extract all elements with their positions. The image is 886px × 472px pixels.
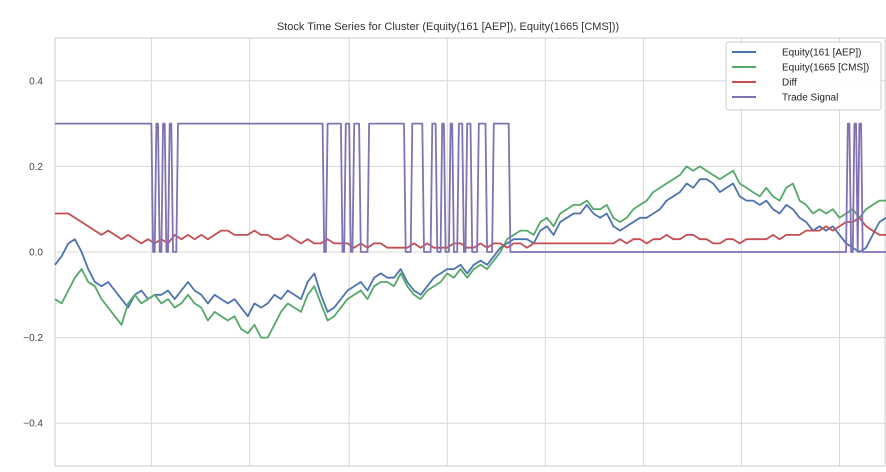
legend-label: Equity(1665 [CMS]) <box>782 63 869 74</box>
y-tick-label: 0.0 <box>29 248 43 259</box>
legend-label: Diff <box>782 78 797 89</box>
chart-title: Stock Time Series for Cluster (Equity(16… <box>277 21 619 33</box>
series-line-2 <box>54 165 886 339</box>
y-axis-tick-labels: 0.4 0.2 0.0 −0.2 −0.4 <box>23 76 43 429</box>
y-tick-label: −0.2 <box>23 333 43 344</box>
legend-label: Trade Signal <box>782 93 838 104</box>
y-tick-label: −0.4 <box>23 419 43 430</box>
series-line-1 <box>54 178 886 318</box>
series-line-3 <box>55 212 886 249</box>
series-line-4 <box>55 122 886 253</box>
legend-box <box>725 41 882 111</box>
legend: Equity(161 [AEP]) Equity(1665 [CMS]) Diff T… <box>725 41 882 111</box>
series-lines <box>54 122 886 339</box>
legend-label: Equity(161 [AEP]) <box>782 48 861 59</box>
y-tick-label: 0.4 <box>29 76 43 87</box>
y-tick-label: 0.2 <box>29 162 43 173</box>
